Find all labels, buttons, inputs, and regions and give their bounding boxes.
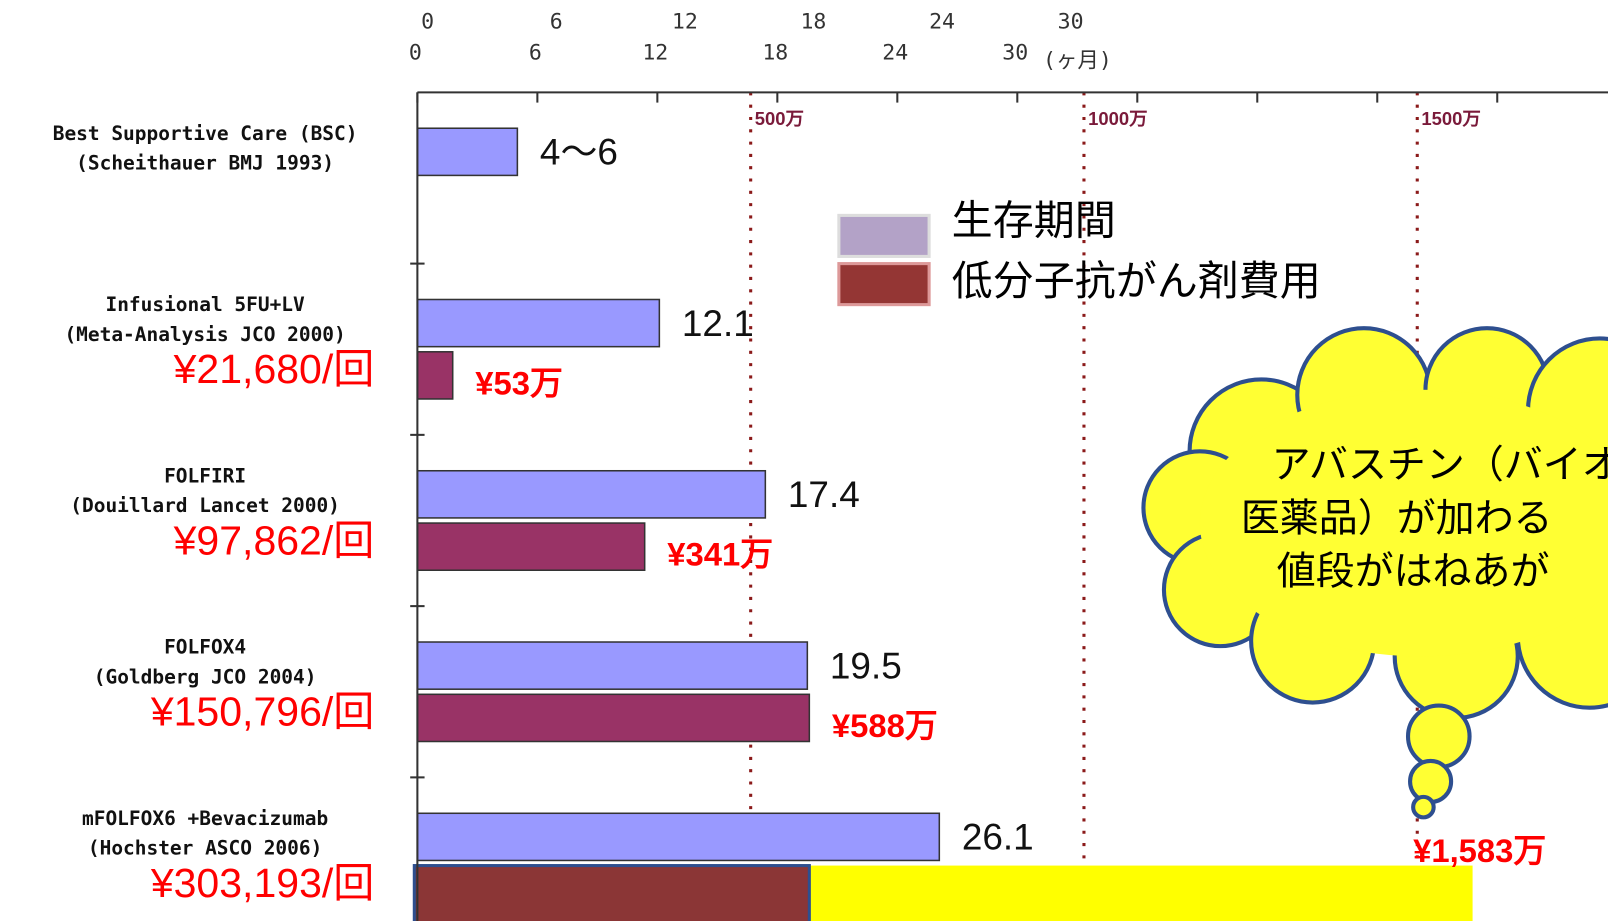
price-label: ¥303,193/回 — [150, 860, 374, 906]
price-label: ¥97,862/回 — [173, 517, 375, 563]
bar — [417, 128, 517, 175]
value-label: 17.4 — [788, 474, 860, 515]
x2-tick-label: 1500万 — [1421, 108, 1480, 129]
value-label: ¥1,583万 — [1413, 832, 1546, 869]
bar — [417, 642, 807, 689]
category-label: FOLFOX4 — [164, 636, 246, 659]
x-tick-label: 12 — [642, 40, 668, 65]
bar — [417, 352, 452, 399]
value-label: ¥53万 — [475, 364, 563, 401]
page: 0 0 66 1212 18 18 24 24 30 30 500万 1000万 1500万 Best S… — [0, 0, 1608, 921]
value-label: 26.1 — [962, 817, 1034, 858]
value-label: 4〜6 — [540, 132, 618, 173]
value-label: ¥341万 — [667, 536, 773, 573]
bar — [417, 813, 939, 860]
x2-tick-label: 1000万 — [1088, 108, 1147, 129]
legend: 生存期間 低分子抗がん剤費用 — [839, 197, 1321, 304]
x-axis-label: (ヶ月) — [1043, 49, 1112, 74]
x-tick-label: 18 — [762, 40, 788, 65]
x-tick-label-ghost: 24 — [929, 10, 955, 35]
legend-swatch — [839, 215, 929, 256]
x-tick-label: 30 — [1002, 40, 1028, 65]
bar — [417, 523, 644, 570]
callout-text: 医薬品）が加わる — [1241, 497, 1553, 540]
x-tick-label-ghost: 12 — [672, 10, 698, 35]
category-label: (Scheithauer BMJ 1993) — [76, 152, 334, 175]
legend-label: 生存期間 — [952, 197, 1116, 243]
category-label: Best Supportive Care (BSC) — [53, 122, 358, 145]
bar — [417, 694, 809, 741]
value-label: 19.5 — [830, 645, 902, 686]
category-label: (Douillard Lancet 2000) — [70, 494, 340, 517]
category-label: FOLFIRI — [164, 464, 246, 487]
x-tick-label-ghost: 30 — [1058, 10, 1084, 35]
callout-text: 値段がはねあが — [1277, 551, 1550, 594]
legend-swatch — [839, 264, 929, 305]
bar — [417, 471, 765, 518]
bar-base — [414, 866, 809, 921]
x-tick-label: 24 — [882, 40, 908, 65]
category-label: Infusional 5FU+LV — [105, 293, 305, 316]
category-label: (Hochster ASCO 2006) — [88, 837, 322, 860]
x-tick-label-ghost: 18 — [800, 10, 826, 35]
x-tick-label-ghost: 0 — [421, 10, 434, 35]
chart: 0 0 66 1212 18 18 24 24 30 30 500万 1000万 1500万 Best S… — [0, 0, 1608, 921]
bar — [417, 299, 659, 346]
legend-label: 低分子抗がん剤費用 — [952, 258, 1321, 304]
value-label: 12.1 — [682, 303, 754, 344]
price-label: ¥150,796/回 — [150, 689, 374, 735]
category-label: (Goldberg JCO 2004) — [94, 665, 317, 688]
category-label: mFOLFOX6 +Bevacizumab — [82, 807, 328, 830]
category-label: (Meta-Analysis JCO 2000) — [64, 323, 345, 346]
price-label: ¥21,680/回 — [173, 346, 375, 392]
x-tick-label-ghost: 6 — [550, 10, 563, 35]
callout-cloud: アバスチン（バイオ 医薬品）が加わる 値段がはねあが — [1143, 328, 1608, 817]
x-tick-label: 6 — [529, 40, 542, 65]
x2-tick-label: 500万 — [755, 108, 804, 129]
value-label: ¥588万 — [832, 707, 938, 744]
x-tick-label: 0 — [409, 40, 422, 65]
callout-text: アバスチン（バイオ — [1272, 444, 1608, 487]
